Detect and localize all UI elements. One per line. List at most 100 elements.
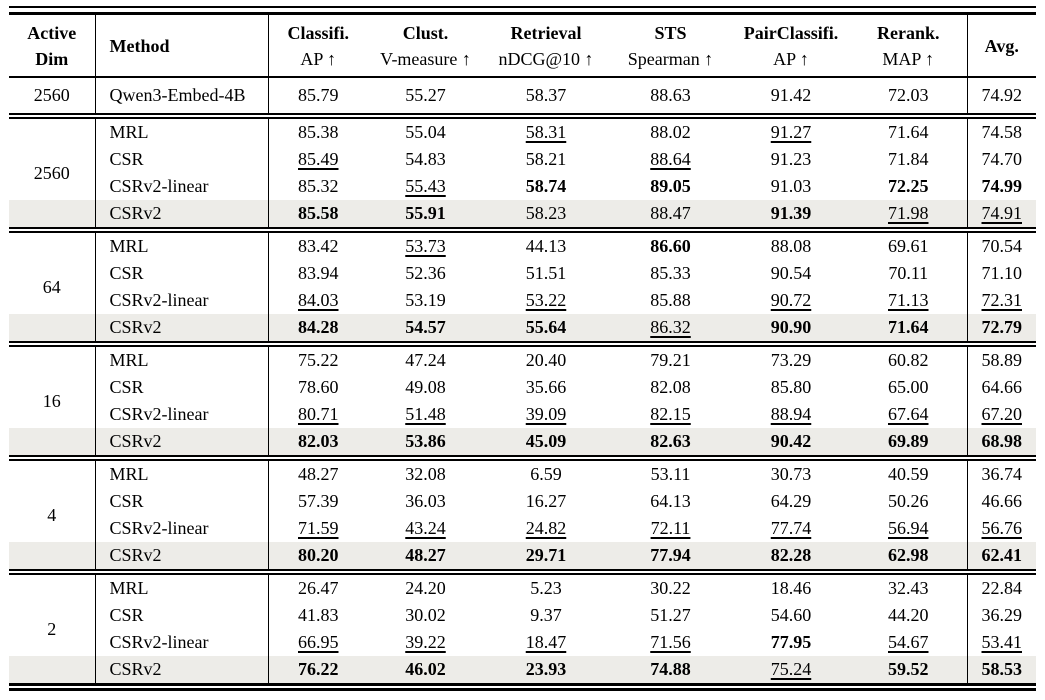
metric-value-cell: 32.08 bbox=[368, 455, 483, 488]
metric-value: 53.41 bbox=[981, 632, 1023, 652]
metric-value-cell: 70.54 bbox=[966, 227, 1036, 260]
metric-value-cell: 51.48 bbox=[368, 401, 483, 428]
metric-value-cell: 85.88 bbox=[609, 287, 732, 314]
metric-value-cell: 45.09 bbox=[483, 428, 609, 458]
benchmark-results-table: Active Dim Method Classifi. AP ↑ Clust. V-meas… bbox=[9, 15, 1036, 683]
sts-task-label: STS bbox=[654, 23, 687, 43]
active-dim-cell: 16 bbox=[9, 341, 95, 458]
metric-value-cell: 51.27 bbox=[609, 602, 732, 629]
method-name-cell: MRL bbox=[94, 341, 268, 374]
metric-value: 45.09 bbox=[525, 431, 567, 451]
retrieval-task-label: Retrieval bbox=[510, 23, 582, 43]
dim-group-2: 2 MRL 26.47 24.20 5.23 30.22 18.46 32.43 22.84 CS… bbox=[9, 569, 1036, 683]
metric-value: 60.82 bbox=[888, 350, 929, 370]
metric-value-cell: 82.28 bbox=[732, 542, 850, 572]
metric-value: 71.59 bbox=[298, 518, 339, 538]
metric-value: 39.22 bbox=[405, 632, 446, 652]
metric-value: 53.73 bbox=[405, 236, 446, 256]
metric-value-cell: 74.88 bbox=[609, 656, 732, 683]
method-row: 16 MRL 75.22 47.24 20.40 79.21 73.29 60.82 58.89 bbox=[9, 341, 1036, 458]
metric-value: 41.83 bbox=[298, 605, 339, 625]
metric-value: 82.28 bbox=[770, 545, 812, 565]
clustering-metric-label: V-measure ↑ bbox=[380, 49, 471, 69]
metric-value-cell: 90.54 bbox=[732, 260, 850, 287]
metric-value-cell: 36.74 bbox=[966, 455, 1036, 488]
metric-value: 50.26 bbox=[888, 491, 929, 511]
metric-value: 84.03 bbox=[298, 290, 339, 310]
metric-value-cell: 24.20 bbox=[368, 569, 483, 602]
active-dim-label-line1: Active bbox=[27, 23, 77, 43]
metric-value: 85.58 bbox=[298, 203, 339, 223]
metric-value: 62.98 bbox=[888, 545, 929, 565]
metric-value: 53.11 bbox=[650, 464, 691, 484]
metric-value-cell: 64.66 bbox=[966, 374, 1036, 401]
metric-value: 67.64 bbox=[888, 404, 929, 424]
metric-value: 39.09 bbox=[525, 404, 567, 424]
metric-value: 70.11 bbox=[888, 263, 929, 283]
metric-value-cell: 40.59 bbox=[850, 455, 967, 488]
metric-value-cell: 74.58 bbox=[966, 113, 1036, 146]
metric-value-cell: 57.39 bbox=[267, 488, 368, 515]
metric-value-cell: 23.93 bbox=[483, 656, 609, 683]
metric-value: 55.27 bbox=[405, 85, 446, 105]
method-row: CSRv2-linear 84.03 53.19 53.22 85.88 90.72 71.… bbox=[9, 287, 1036, 314]
metric-value: 54.83 bbox=[405, 149, 446, 169]
metric-value-cell: 88.08 bbox=[732, 227, 850, 260]
metric-value: 57.39 bbox=[298, 491, 339, 511]
metric-value: 55.91 bbox=[405, 203, 446, 223]
metric-value: 80.71 bbox=[298, 404, 339, 424]
metric-value: 79.21 bbox=[650, 350, 691, 370]
dim-group-16: 16 MRL 75.22 47.24 20.40 79.21 73.29 60.82 58.89… bbox=[9, 341, 1036, 458]
metric-value: 30.22 bbox=[650, 578, 691, 598]
metric-value: 88.02 bbox=[650, 122, 691, 142]
metric-value: 23.93 bbox=[525, 659, 567, 679]
col-header-method: Method bbox=[94, 15, 268, 78]
method-row: CSRv2 76.22 46.02 23.93 74.88 75.24 59.52 58.53 bbox=[9, 656, 1036, 683]
metric-value-cell: 24.82 bbox=[483, 515, 609, 542]
metric-value-cell: 48.27 bbox=[267, 455, 368, 488]
metric-value-cell: 16.27 bbox=[483, 488, 609, 515]
col-header-reranking: Rerank. MAP ↑ bbox=[850, 15, 967, 78]
metric-value: 51.51 bbox=[525, 263, 567, 283]
metric-value-cell: 89.05 bbox=[609, 173, 732, 200]
active-dim-cell: 2 bbox=[9, 569, 95, 683]
metric-value: 68.98 bbox=[981, 431, 1023, 451]
metric-value-cell: 26.47 bbox=[267, 569, 368, 602]
metric-value: 24.20 bbox=[405, 578, 446, 598]
metric-value: 48.27 bbox=[298, 464, 339, 484]
col-header-active-dim: Active Dim bbox=[9, 15, 95, 78]
metric-value-cell: 58.31 bbox=[483, 113, 609, 146]
active-dim-cell: 4 bbox=[9, 455, 95, 572]
metric-value: 30.73 bbox=[770, 464, 812, 484]
metric-value-cell: 72.25 bbox=[850, 173, 967, 200]
metric-value: 22.84 bbox=[981, 578, 1023, 598]
metric-value-cell: 55.64 bbox=[483, 314, 609, 344]
metric-value: 20.40 bbox=[525, 350, 567, 370]
metric-value: 86.60 bbox=[650, 236, 691, 256]
metric-value-cell: 80.71 bbox=[267, 401, 368, 428]
metric-value-cell: 91.23 bbox=[732, 146, 850, 173]
metric-value-cell: 20.40 bbox=[483, 341, 609, 374]
metric-value-cell: 53.22 bbox=[483, 287, 609, 314]
metric-value-cell: 79.21 bbox=[609, 341, 732, 374]
metric-value: 66.95 bbox=[298, 632, 339, 652]
metric-value: 72.25 bbox=[888, 176, 929, 196]
metric-value: 85.79 bbox=[298, 85, 339, 105]
method-name-cell: CSR bbox=[94, 146, 268, 173]
metric-value: 18.46 bbox=[770, 578, 812, 598]
metric-value-cell: 77.94 bbox=[609, 542, 732, 572]
metric-value-cell: 54.60 bbox=[732, 602, 850, 629]
metric-value-cell: 71.10 bbox=[966, 260, 1036, 287]
metric-value-cell: 56.94 bbox=[850, 515, 967, 542]
metric-value: 9.37 bbox=[530, 605, 562, 625]
method-row: 4 MRL 48.27 32.08 6.59 53.11 30.73 40.59 36.74 bbox=[9, 455, 1036, 572]
metric-value: 40.59 bbox=[888, 464, 929, 484]
method-name-cell: CSR bbox=[94, 602, 268, 629]
clustering-task-label: Clust. bbox=[402, 23, 449, 43]
method-name-cell: MRL bbox=[94, 569, 268, 602]
method-row: CSRv2 82.03 53.86 45.09 82.63 90.42 69.89 68.98 bbox=[9, 428, 1036, 458]
metric-value: 67.20 bbox=[981, 404, 1023, 424]
metric-value: 74.70 bbox=[981, 149, 1023, 169]
metric-value-cell: 65.00 bbox=[850, 374, 967, 401]
